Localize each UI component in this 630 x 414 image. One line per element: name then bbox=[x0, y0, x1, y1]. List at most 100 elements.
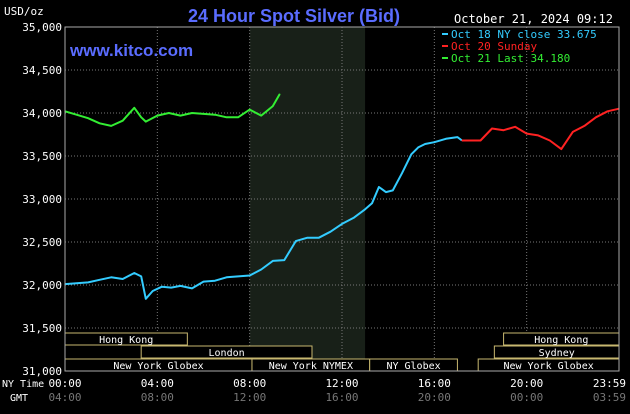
data-point bbox=[371, 202, 373, 204]
legend-entry: Oct 20 Sunday bbox=[451, 40, 537, 53]
data-point bbox=[202, 113, 205, 115]
chart-title: 24 Hour Spot Silver (Bid) bbox=[188, 6, 400, 26]
data-point bbox=[179, 115, 181, 117]
legend-entry: Oct 21 Last 34.180 bbox=[451, 52, 570, 65]
data-point bbox=[214, 280, 216, 282]
data-point bbox=[110, 125, 112, 127]
data-point bbox=[295, 240, 297, 242]
data-point bbox=[479, 139, 482, 142]
data-point bbox=[341, 223, 343, 225]
data-point bbox=[170, 287, 172, 289]
data-point bbox=[260, 268, 262, 271]
x-tick-label-gmt: 04:00 bbox=[48, 391, 81, 404]
x-tick-label-ny: 04:00 bbox=[141, 377, 174, 390]
data-point bbox=[272, 260, 274, 262]
y-tick-label: 34,500 bbox=[22, 64, 62, 77]
data-point bbox=[560, 148, 562, 150]
x-tick-label-gmt: 12:00 bbox=[233, 391, 266, 404]
session-bar bbox=[140, 345, 313, 359]
x-tick-label-gmt: 16:00 bbox=[325, 391, 358, 404]
data-point bbox=[179, 285, 181, 287]
data-point bbox=[152, 290, 154, 292]
session-label: New York Globex bbox=[113, 361, 203, 372]
ny-time-label: NY Time bbox=[2, 379, 44, 390]
data-point bbox=[214, 114, 216, 116]
data-point bbox=[99, 122, 101, 124]
data-point bbox=[595, 116, 597, 118]
data-point bbox=[145, 298, 147, 300]
data-point bbox=[272, 105, 274, 107]
data-point bbox=[445, 138, 447, 140]
data-point bbox=[237, 116, 239, 118]
data-point bbox=[433, 141, 435, 143]
y-tick-label: 32,000 bbox=[22, 279, 62, 292]
data-point bbox=[410, 153, 412, 155]
watermark: www.kitco.com bbox=[69, 41, 193, 60]
x-tick-label-gmt: 00:00 bbox=[510, 391, 543, 404]
data-point bbox=[87, 281, 89, 283]
session-label: Hong Kong bbox=[534, 335, 588, 346]
data-point bbox=[110, 276, 112, 278]
data-point bbox=[514, 126, 516, 128]
data-point bbox=[318, 237, 320, 239]
y-tick-label: 35,000 bbox=[22, 21, 62, 34]
y-tick-label: 33,000 bbox=[22, 193, 62, 206]
x-tick-label-ny: 00:00 bbox=[48, 377, 81, 390]
data-point bbox=[491, 127, 493, 130]
data-point bbox=[122, 278, 124, 280]
data-point bbox=[75, 282, 78, 284]
series-line bbox=[462, 107, 620, 151]
x-tick-label-ny: 16:00 bbox=[418, 377, 451, 390]
x-tick-label-gmt: 20:00 bbox=[418, 391, 451, 404]
data-point bbox=[456, 136, 458, 138]
data-point bbox=[503, 129, 505, 131]
session-label: Hong Kong bbox=[99, 335, 153, 346]
data-point bbox=[606, 110, 609, 112]
data-point bbox=[549, 139, 551, 142]
data-point bbox=[202, 281, 205, 283]
data-point bbox=[133, 107, 135, 109]
x-tick-label-gmt: 08:00 bbox=[141, 391, 174, 404]
data-point bbox=[249, 109, 251, 111]
data-point bbox=[461, 139, 463, 142]
data-point bbox=[168, 112, 170, 114]
session-label: New York NYMEX bbox=[269, 361, 353, 372]
data-point bbox=[191, 112, 193, 114]
data-point bbox=[191, 287, 193, 289]
session-label: Sydney bbox=[539, 348, 575, 359]
timestamp-label: October 21, 2024 09:12 bbox=[454, 12, 613, 26]
highlight-window bbox=[249, 27, 366, 371]
data-point bbox=[283, 259, 285, 261]
data-point bbox=[140, 116, 142, 118]
session-label: London bbox=[209, 348, 245, 359]
data-point bbox=[417, 146, 419, 148]
gmt-label: GMT bbox=[10, 393, 28, 404]
session-label: NY Globex bbox=[386, 361, 440, 372]
data-point bbox=[392, 189, 394, 191]
y-tick-label: 32,500 bbox=[22, 236, 62, 249]
legend-entry: Oct 18 NY close 33.675 bbox=[451, 28, 597, 41]
data-point bbox=[364, 208, 366, 210]
data-point bbox=[249, 274, 251, 277]
data-point bbox=[385, 191, 387, 193]
x-tick-label-ny: 20:00 bbox=[510, 377, 543, 390]
y-tick-label: 34,000 bbox=[22, 107, 62, 120]
data-point bbox=[378, 186, 380, 188]
data-point bbox=[140, 275, 142, 277]
data-point bbox=[306, 237, 308, 239]
data-point bbox=[145, 121, 147, 123]
data-point bbox=[237, 275, 239, 277]
data-point bbox=[87, 117, 89, 119]
data-point bbox=[424, 143, 426, 145]
plot-border bbox=[64, 26, 620, 372]
y-tick-label: 31,000 bbox=[22, 365, 62, 378]
data-point bbox=[133, 272, 135, 274]
data-point bbox=[99, 279, 101, 281]
data-point bbox=[226, 276, 228, 278]
x-tick-label-ny: 08:00 bbox=[233, 377, 266, 390]
data-point bbox=[279, 93, 281, 95]
data-point bbox=[161, 286, 163, 288]
x-tick-label-gmt: 03:59 bbox=[593, 391, 626, 404]
